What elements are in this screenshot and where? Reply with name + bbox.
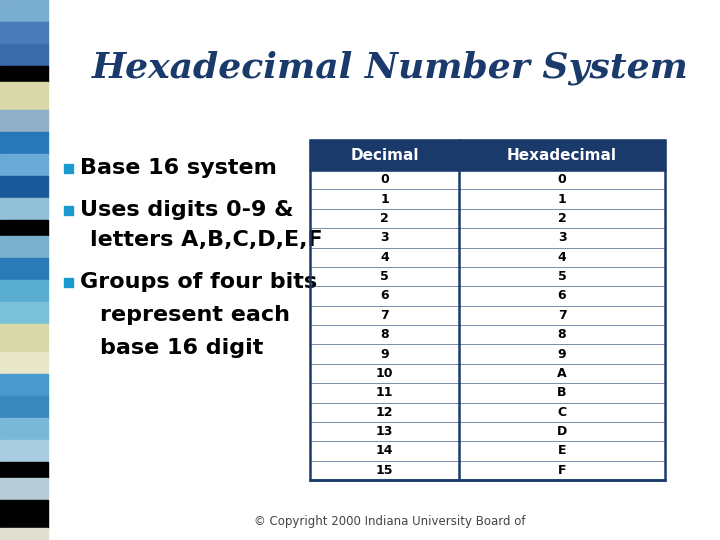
Text: 14: 14 bbox=[376, 444, 393, 457]
Text: Hexadecimal: Hexadecimal bbox=[507, 147, 617, 163]
Bar bbox=[0, 176, 48, 198]
Text: 5: 5 bbox=[558, 270, 567, 283]
Text: 4: 4 bbox=[380, 251, 389, 264]
Bar bbox=[0, 374, 48, 396]
Bar bbox=[310, 140, 665, 170]
Bar bbox=[0, 236, 48, 258]
Bar bbox=[310, 325, 665, 345]
Text: 9: 9 bbox=[558, 348, 567, 361]
Bar bbox=[0, 220, 48, 236]
Text: © Copyright 2000 Indiana University Board of: © Copyright 2000 Indiana University Boar… bbox=[254, 516, 526, 529]
Bar bbox=[310, 441, 665, 461]
Bar bbox=[310, 190, 665, 209]
Text: 2: 2 bbox=[380, 212, 389, 225]
Bar bbox=[310, 383, 665, 402]
Bar bbox=[310, 140, 665, 480]
Bar bbox=[0, 258, 48, 280]
Text: 7: 7 bbox=[380, 309, 389, 322]
Bar bbox=[0, 22, 48, 44]
Text: B: B bbox=[557, 386, 567, 399]
Text: A: A bbox=[557, 367, 567, 380]
Bar bbox=[310, 247, 665, 267]
Bar bbox=[0, 198, 48, 220]
Bar bbox=[0, 132, 48, 154]
Bar bbox=[0, 154, 48, 176]
Bar bbox=[310, 364, 665, 383]
Text: 15: 15 bbox=[376, 464, 393, 477]
Bar bbox=[0, 66, 48, 82]
Text: 9: 9 bbox=[380, 348, 389, 361]
Bar bbox=[310, 461, 665, 480]
Bar bbox=[310, 286, 665, 306]
Bar bbox=[0, 528, 48, 540]
Bar bbox=[310, 228, 665, 247]
Bar bbox=[0, 418, 48, 440]
Bar bbox=[310, 422, 665, 441]
Text: F: F bbox=[558, 464, 567, 477]
Text: C: C bbox=[557, 406, 567, 419]
Bar bbox=[0, 82, 48, 110]
Bar bbox=[310, 306, 665, 325]
Bar bbox=[0, 396, 48, 418]
Text: 8: 8 bbox=[380, 328, 389, 341]
Text: 2: 2 bbox=[558, 212, 567, 225]
Bar bbox=[0, 302, 48, 324]
Text: Base 16 system: Base 16 system bbox=[80, 158, 277, 178]
Bar bbox=[0, 0, 48, 22]
Bar bbox=[310, 209, 665, 228]
Text: 7: 7 bbox=[558, 309, 567, 322]
Bar bbox=[64, 278, 73, 287]
Bar bbox=[64, 164, 73, 173]
Bar bbox=[0, 478, 48, 500]
Text: D: D bbox=[557, 425, 567, 438]
Bar bbox=[310, 267, 665, 286]
Text: 4: 4 bbox=[558, 251, 567, 264]
Bar bbox=[0, 110, 48, 132]
Text: letters A,B,C,D,E,F: letters A,B,C,D,E,F bbox=[90, 230, 323, 250]
Bar bbox=[0, 280, 48, 302]
Bar bbox=[0, 352, 48, 374]
Text: 10: 10 bbox=[376, 367, 393, 380]
Text: 6: 6 bbox=[380, 289, 389, 302]
Text: Groups of four bits: Groups of four bits bbox=[80, 272, 317, 292]
Text: 13: 13 bbox=[376, 425, 393, 438]
Text: 6: 6 bbox=[558, 289, 567, 302]
Bar bbox=[0, 500, 48, 528]
Text: 3: 3 bbox=[558, 231, 567, 244]
Bar bbox=[0, 44, 48, 66]
Bar bbox=[310, 345, 665, 364]
Bar bbox=[64, 206, 73, 215]
Text: 0: 0 bbox=[558, 173, 567, 186]
Bar bbox=[310, 402, 665, 422]
Bar bbox=[0, 324, 48, 352]
Text: base 16 digit: base 16 digit bbox=[100, 338, 264, 358]
Text: 5: 5 bbox=[380, 270, 389, 283]
Text: 12: 12 bbox=[376, 406, 393, 419]
Text: Hexadecimal Number System: Hexadecimal Number System bbox=[91, 51, 688, 85]
Bar bbox=[0, 440, 48, 462]
Bar bbox=[0, 462, 48, 478]
Text: Decimal: Decimal bbox=[351, 147, 419, 163]
Text: E: E bbox=[558, 444, 567, 457]
Text: represent each: represent each bbox=[100, 305, 290, 325]
Text: 11: 11 bbox=[376, 386, 393, 399]
Bar bbox=[310, 170, 665, 190]
Text: 3: 3 bbox=[380, 231, 389, 244]
Text: Uses digits 0-9 &: Uses digits 0-9 & bbox=[80, 200, 294, 220]
Text: 0: 0 bbox=[380, 173, 389, 186]
Text: 1: 1 bbox=[380, 193, 389, 206]
Text: 8: 8 bbox=[558, 328, 567, 341]
Text: 1: 1 bbox=[558, 193, 567, 206]
